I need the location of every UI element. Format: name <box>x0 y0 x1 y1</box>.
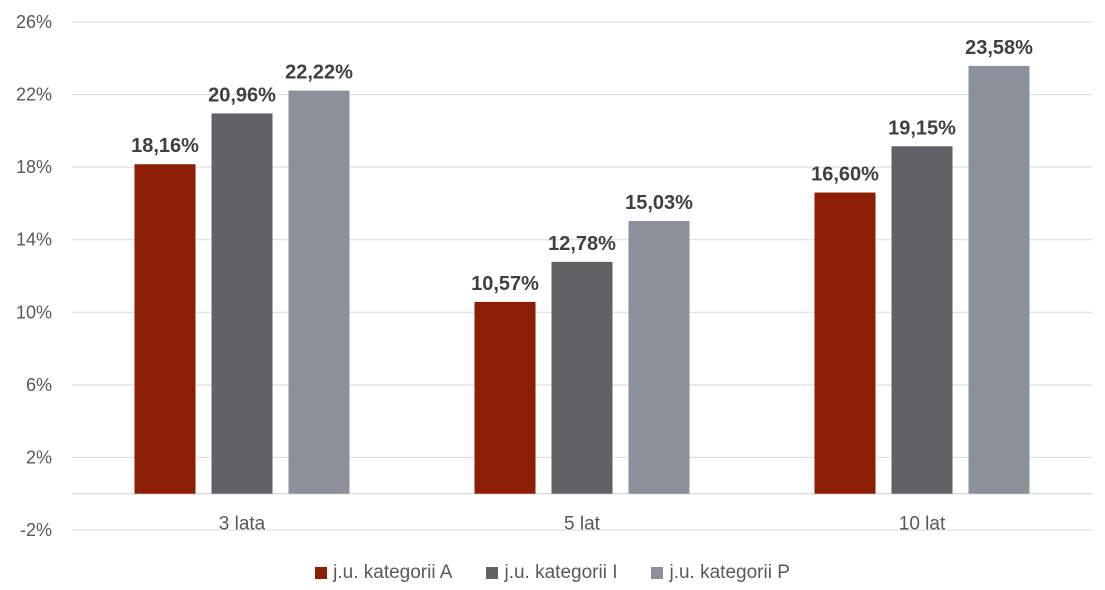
data-label: 16,60% <box>811 164 879 186</box>
bar <box>211 113 273 494</box>
data-label: 18,16% <box>131 135 199 157</box>
legend-item: j.u. kategorii A <box>315 562 452 584</box>
y-tick-label: 22% <box>16 85 52 105</box>
legend-label: j.u. kategorii I <box>504 562 618 583</box>
y-tick-label: 26% <box>16 12 52 32</box>
data-label: 12,78% <box>548 233 616 255</box>
bar <box>551 261 613 494</box>
bar <box>474 301 536 494</box>
data-label: 19,15% <box>888 117 956 139</box>
y-tick-label: 18% <box>16 157 52 177</box>
y-tick-label: 10% <box>16 302 52 322</box>
data-labels: 18,16% 20,96% 22,22% 10,57% 12,78% 15,03% 16,6… <box>131 37 1033 295</box>
data-label: 10,57% <box>471 273 539 295</box>
legend-swatch <box>651 567 664 579</box>
y-axis: -2% 2% 6% 10% 14% 18% 22% 26% <box>16 12 52 540</box>
y-tick-label: 14% <box>16 230 52 250</box>
data-label: 23,58% <box>965 37 1033 59</box>
x-tick-label: 5 lat <box>564 514 601 535</box>
data-label: 20,96% <box>208 84 276 106</box>
data-label: 15,03% <box>625 192 693 214</box>
legend-swatch <box>315 567 328 579</box>
x-tick-label: 10 lat <box>899 514 946 535</box>
legend-item: j.u. kategorii P <box>651 562 790 584</box>
bar <box>288 90 350 494</box>
y-tick-label: 2% <box>26 447 52 467</box>
bar-chart: -2% 2% 6% 10% 14% 18% 22% 26% 18,16% 20,96% 22,22… <box>16 12 1092 540</box>
bars <box>134 65 1030 494</box>
bar <box>134 164 196 494</box>
legend-label: j.u. kategorii P <box>669 562 790 583</box>
bar <box>891 146 953 494</box>
legend: j.u. kategorii A j.u. kategorii I j.u. kat… <box>0 562 1105 584</box>
x-axis: 3 lata 5 lat 10 lat <box>219 514 946 535</box>
y-tick-label: -2% <box>20 520 52 540</box>
bar <box>814 192 876 494</box>
y-tick-label: 6% <box>26 375 52 395</box>
bar <box>628 221 690 494</box>
legend-swatch <box>486 567 499 579</box>
bar <box>968 65 1030 494</box>
legend-label: j.u. kategorii A <box>333 562 453 583</box>
data-label: 22,22% <box>285 62 353 84</box>
x-tick-label: 3 lata <box>219 514 266 535</box>
legend-item: j.u. kategorii I <box>486 562 617 584</box>
